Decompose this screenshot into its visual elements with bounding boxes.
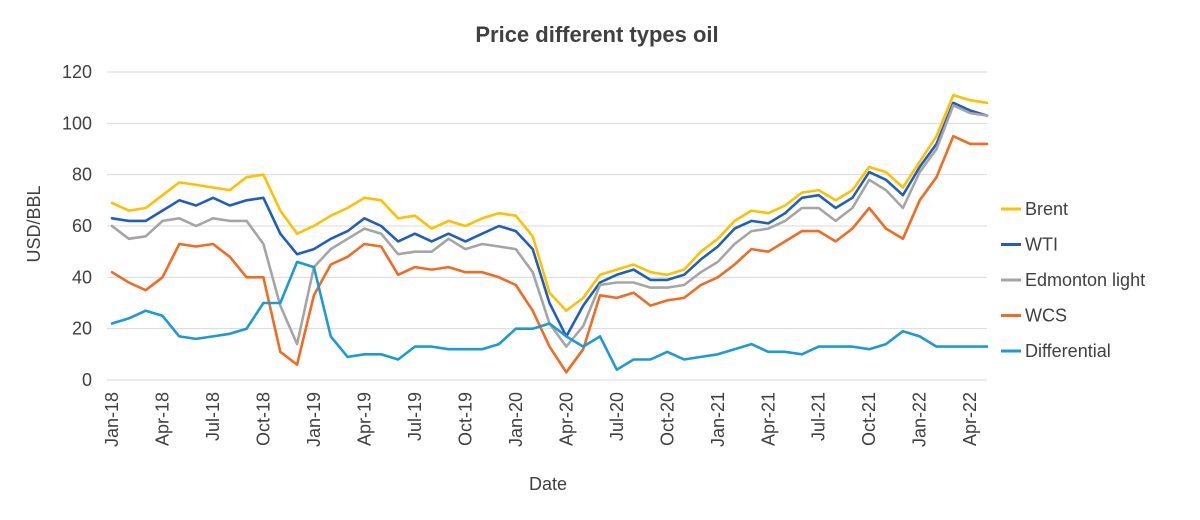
x-tick-label: Jul-18	[203, 392, 223, 441]
chart-title: Price different types oil	[475, 22, 718, 47]
series-line-differential	[110, 260, 989, 372]
y-tick-label: 40	[72, 267, 92, 287]
y-tick-label: 100	[62, 113, 92, 133]
legend-label-wcs: WCS	[1025, 306, 1067, 326]
legend-label-wti: WTI	[1025, 235, 1058, 255]
x-tick-label: Oct-20	[657, 392, 677, 446]
y-tick-label: 120	[62, 62, 92, 82]
x-tick-label: Jul-20	[607, 392, 627, 441]
y-axis-ticks: 0 20 40 60 80 100 120	[62, 62, 92, 390]
x-tick-label: Jan-18	[102, 392, 122, 447]
y-axis-title: USD/BBL	[24, 185, 44, 262]
x-tick-label: Oct-19	[455, 392, 475, 446]
series-line-wcs	[110, 134, 989, 374]
series-lines	[110, 93, 989, 374]
x-tick-label: Apr-20	[556, 392, 576, 446]
series-line-brent	[110, 93, 989, 313]
x-tick-label: Apr-18	[152, 392, 172, 446]
legend-label-brent: Brent	[1025, 199, 1068, 219]
legend: Brent WTI Edmonton light WCS Differential	[1001, 199, 1145, 361]
y-tick-label: 0	[82, 370, 92, 390]
x-tick-label: Apr-19	[354, 392, 374, 446]
x-axis-ticks: Jan-18 Apr-18 Jul-18 Oct-18 Jan-19 Apr-19 Jul-…	[102, 392, 980, 447]
y-tick-label: 80	[72, 165, 92, 185]
x-tick-label: Jan-20	[506, 392, 526, 447]
x-tick-label: Oct-18	[253, 392, 273, 446]
x-tick-label: Jan-22	[910, 392, 930, 447]
x-tick-label: Apr-21	[758, 392, 778, 446]
x-tick-label: Oct-21	[859, 392, 879, 446]
x-tick-label: Jan-19	[304, 392, 324, 447]
y-tick-label: 60	[72, 216, 92, 236]
x-tick-label: Apr-22	[960, 392, 980, 446]
x-tick-label: Jul-21	[809, 392, 829, 441]
legend-label-differential: Differential	[1025, 341, 1111, 361]
x-tick-label: Jul-19	[405, 392, 425, 441]
legend-label-edmonton-light: Edmonton light	[1025, 270, 1145, 290]
x-tick-label: Jan-21	[708, 392, 728, 447]
x-axis-title: Date	[529, 474, 567, 494]
series-line-wti	[110, 101, 989, 338]
y-tick-label: 20	[72, 319, 92, 339]
